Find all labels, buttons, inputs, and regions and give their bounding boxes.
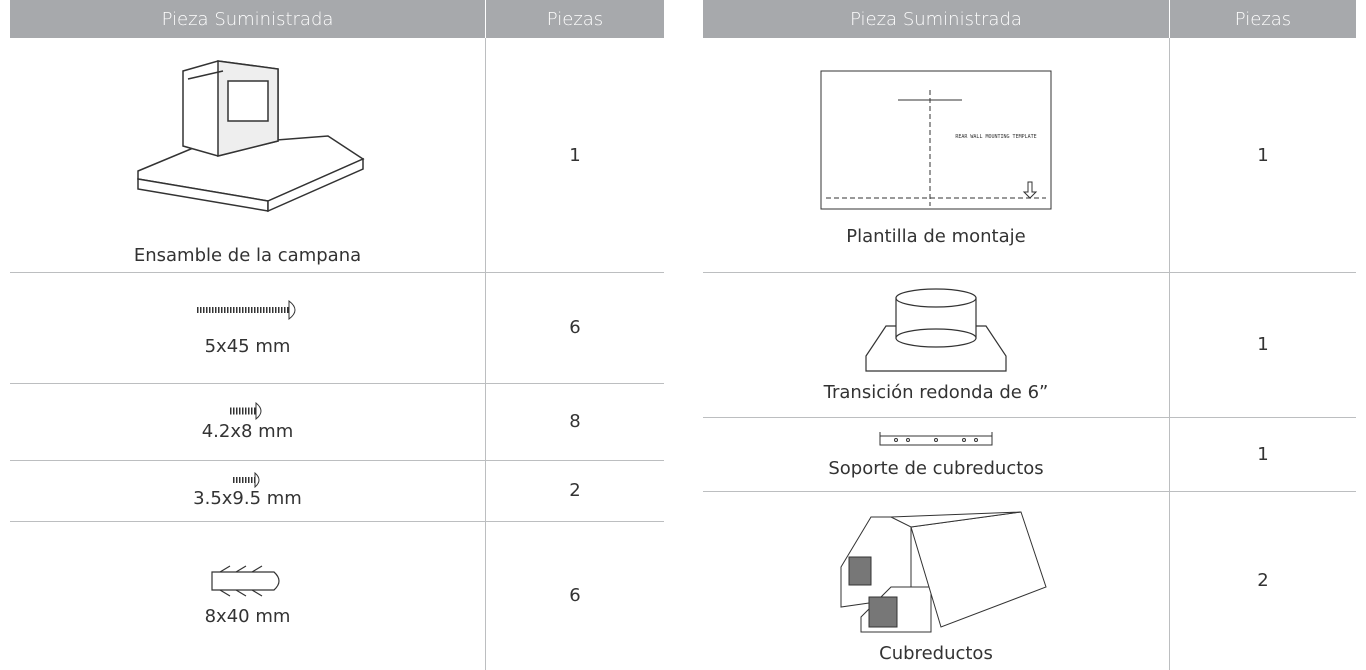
item-label: Cubreductos [879,643,993,664]
item-label: Soporte de cubreductos [828,457,1044,479]
qty-cell: 8 [569,411,581,432]
item-label: 8x40 mm [204,606,291,627]
qty-cell: 6 [569,317,581,338]
qty-cell: 1 [1257,334,1269,355]
item-cell: Transición redonda de 6” [703,272,1169,417]
row-line [703,491,1356,492]
item-label: 4.2x8 mm [201,421,294,442]
item-cell: 8x40 mm [10,521,485,670]
item-label: Plantilla de montaje [846,225,1026,247]
anchor-illustration [210,565,280,597]
row-line [10,521,664,522]
header-cell: Piezas [486,0,664,38]
screw-illustration [196,299,295,321]
item-label: 3.5x9.5 mm [193,488,302,509]
item-cell: Cubreductos [703,491,1169,670]
screw-illustration [229,401,261,421]
duct-cover-illustration [840,511,1047,633]
hood-illustration [136,59,365,212]
row-line [10,272,664,273]
qty-cell: 2 [1257,570,1269,591]
item-label: 5x45 mm [204,336,291,357]
item-cell: 3.5x9.5 mm [10,460,485,521]
item-cell: REAR WALL MOUNTING TEMPLATE Plantilla de… [703,44,1169,272]
item-cell: Ensamble de la campana [10,44,485,272]
transition-illustration [865,288,1007,372]
item-label: Transición redonda de 6” [823,382,1049,403]
qty-cell: 1 [1257,144,1269,166]
header-cell: Pieza Suministrada [10,0,485,38]
screw-illustration [232,472,259,488]
item-cell: 4.2x8 mm [10,383,485,460]
qty-cell: 1 [1257,443,1269,465]
qty-cell: 6 [569,585,581,606]
divider [1169,38,1170,670]
template-text: REAR WALL MOUNTING TEMPLATE [955,134,1036,140]
header-cell: Piezas [1170,0,1356,38]
header-cell: Pieza Suministrada [703,0,1169,38]
item-cell: 5x45 mm [10,272,485,383]
row-line [10,460,664,461]
row-line [703,272,1356,273]
row-line [10,383,664,384]
item-cell: Soporte de cubreductos [703,417,1169,491]
bracket-illustration [879,431,993,445]
row-line [703,417,1356,418]
template-illustration: REAR WALL MOUNTING TEMPLATE [820,70,1052,209]
qty-cell: 2 [569,480,581,501]
divider [485,38,486,670]
qty-cell: 1 [569,144,581,166]
item-label: Ensamble de la campana [133,244,362,266]
